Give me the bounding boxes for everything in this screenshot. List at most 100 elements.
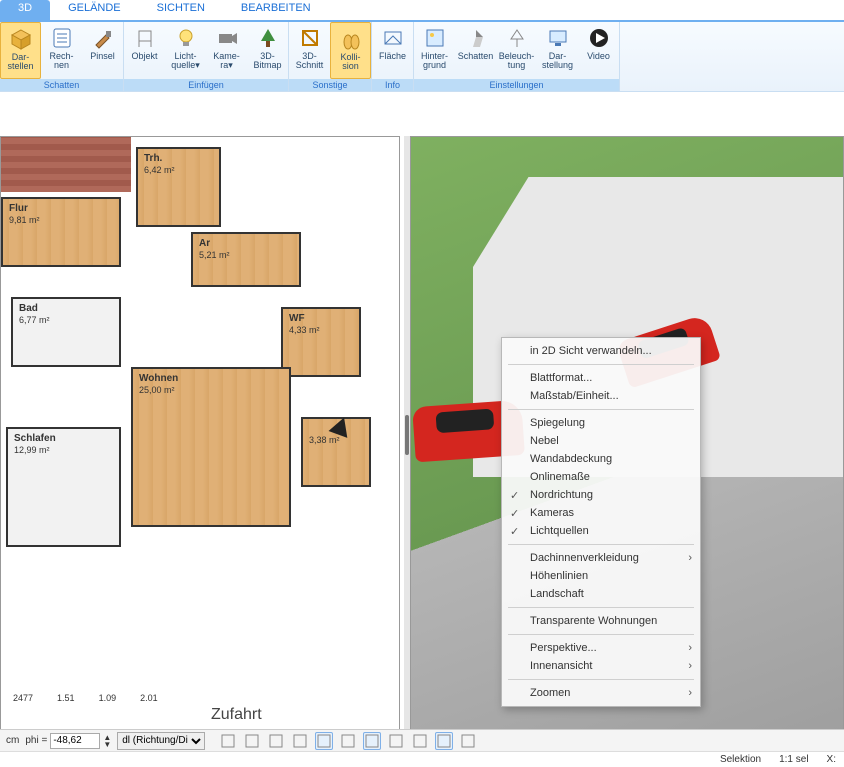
menu-separator <box>508 409 694 410</box>
ribbon-button[interactable]: Objekt <box>124 22 165 79</box>
menu-item[interactable]: Lichtquellen <box>502 522 700 540</box>
room-label: Trh. <box>144 153 162 164</box>
menu-item[interactable]: Kameras <box>502 504 700 522</box>
grid2-icon[interactable] <box>411 732 429 750</box>
ribbon-button[interactable]: Hinter-grund <box>414 22 455 79</box>
menu-item[interactable]: Blattformat... <box>502 369 700 387</box>
layers-icon[interactable] <box>267 732 285 750</box>
ribbon-button-label: Beleuch-tung <box>499 52 535 71</box>
ribbon-button-label: Schatten <box>458 52 494 61</box>
menu-item[interactable]: Zoomen <box>502 684 700 702</box>
menu-item[interactable]: Nebel <box>502 432 700 450</box>
ribbon-button[interactable]: Schatten <box>455 22 496 79</box>
menu-item[interactable]: Wandabdeckung <box>502 450 700 468</box>
ribbon-group-label: Schatten <box>0 79 123 91</box>
menu-separator <box>508 679 694 680</box>
plan-2d-pane[interactable]: Flur9,81 m²Trh.6,42 m²Ar5,21 m²Bad6,77 m… <box>0 136 400 733</box>
menu-item[interactable]: Nordrichtung <box>502 486 700 504</box>
ribbon-button-label: 3D-Bitmap <box>253 52 281 71</box>
room[interactable]: WF4,33 m² <box>281 307 361 377</box>
ribbon-group: FlächeInfo <box>372 22 414 91</box>
room[interactable]: Schlafen12,99 m² <box>6 427 121 547</box>
bulb-icon <box>174 26 198 50</box>
room[interactable]: Bad6,77 m² <box>11 297 121 367</box>
ribbon-group: Dar-stellen Rech-nen PinselSchatten <box>0 22 124 91</box>
ribbon-button[interactable]: 3D-Schnitt <box>289 22 330 79</box>
plane-icon[interactable] <box>363 732 381 750</box>
tab-3d[interactable]: 3D <box>0 0 50 20</box>
ribbon-button-label: Kolli-sion <box>340 53 360 72</box>
menu-item[interactable]: Höhenlinien <box>502 567 700 585</box>
ribbon-button[interactable]: Video <box>578 22 619 79</box>
ribbon-group-label: Einfügen <box>124 79 288 91</box>
room[interactable]: Flur9,81 m² <box>1 197 121 267</box>
room[interactable]: Wohnen25,00 m² <box>131 367 291 527</box>
monitor-icon[interactable] <box>243 732 261 750</box>
display-icon <box>546 26 570 50</box>
menu-item[interactable]: Innenansicht <box>502 657 700 675</box>
dimension-value: 2.01 <box>140 693 158 703</box>
ribbon-button-label: Kame-ra▾ <box>213 52 240 71</box>
ribbon-group: 3D-SchnittKolli-sionSonstige <box>289 22 372 91</box>
room[interactable]: Trh.6,42 m² <box>136 147 221 227</box>
background-icon <box>423 26 447 50</box>
room-label: Flur <box>9 203 28 214</box>
phi-input[interactable] <box>50 733 100 749</box>
grid-icon[interactable] <box>387 732 405 750</box>
room-area: 9,81 m² <box>9 215 40 225</box>
ribbon-button[interactable]: Pinsel <box>82 22 123 79</box>
ribbon-button-label: Hinter-grund <box>421 52 448 71</box>
ribbon-button[interactable]: Fläche <box>372 22 413 79</box>
tab-sichten[interactable]: SICHTEN <box>139 0 223 20</box>
status-selection: Selektion <box>720 754 761 765</box>
tab-gelände[interactable]: GELÄNDE <box>50 0 139 20</box>
bottom-icon-row <box>219 732 477 750</box>
room[interactable]: Ar5,21 m² <box>191 232 301 287</box>
status-x: X: <box>827 754 836 765</box>
menu-item[interactable]: Landschaft <box>502 585 700 603</box>
info-icon[interactable] <box>459 732 477 750</box>
ribbon-button-label: Video <box>587 52 610 61</box>
context-menu[interactable]: in 2D Sicht verwandeln... Blattformat...M… <box>501 337 701 707</box>
ribbon-button[interactable]: Beleuch-tung <box>496 22 537 79</box>
ribbon-button[interactable]: Kolli-sion <box>330 22 371 79</box>
ribbon-button[interactable]: 3D-Bitmap <box>247 22 288 79</box>
ribbon-button[interactable]: Kame-ra▾ <box>206 22 247 79</box>
ribbon-button-label: 3D-Schnitt <box>296 52 324 71</box>
ribbon-button[interactable]: Dar-stellen <box>0 22 41 79</box>
menu-item[interactable]: Onlinemaße <box>502 468 700 486</box>
ribbon-button-label: Rech-nen <box>49 52 73 71</box>
view-3d-pane[interactable]: in 2D Sicht verwandeln... Blattformat...M… <box>410 136 844 733</box>
menu-item[interactable]: Spiegelung <box>502 414 700 432</box>
tab-bearbeiten[interactable]: BEARBEITEN <box>223 0 329 20</box>
ribbon-button-label: Dar-stellung <box>542 52 573 71</box>
menu-item[interactable]: Perspektive... <box>502 639 700 657</box>
zufahrt-label: Zufahrt <box>211 706 262 724</box>
shadow-icon <box>464 26 488 50</box>
ribbon-button-label: Objekt <box>131 52 157 61</box>
room-area: 25,00 m² <box>139 385 175 395</box>
ribbon-button[interactable]: Licht-quelle▾ <box>165 22 206 79</box>
phi-label: phi = <box>25 735 47 746</box>
clock-icon[interactable] <box>219 732 237 750</box>
mode-select[interactable]: dl (Richtung/Di <box>117 732 205 750</box>
snap-icon[interactable] <box>339 732 357 750</box>
ribbon-button-label: Licht-quelle▾ <box>171 52 200 71</box>
camera-icon <box>215 26 239 50</box>
status-bar: Selektion 1:1 sel X: <box>0 751 844 767</box>
ribbon-button[interactable]: Rech-nen <box>41 22 82 79</box>
unit-label: cm <box>6 735 19 746</box>
menu-item[interactable]: Maßstab/Einheit... <box>502 387 700 405</box>
lighting-icon <box>505 26 529 50</box>
stack-icon[interactable] <box>291 732 309 750</box>
menu-item[interactable]: Dachinnenverkleidung <box>502 549 700 567</box>
room-label: Wohnen <box>139 373 178 384</box>
angle-icon[interactable] <box>315 732 333 750</box>
menu-item[interactable]: Transparente Wohnungen <box>502 612 700 630</box>
stepper-icon[interactable]: ▲▼ <box>103 734 111 748</box>
menu-item[interactable]: in 2D Sicht verwandeln... <box>502 342 700 360</box>
room-label: WF <box>289 313 305 324</box>
chair-icon <box>133 26 157 50</box>
north-icon[interactable] <box>435 732 453 750</box>
ribbon-button[interactable]: Dar-stellung <box>537 22 578 79</box>
